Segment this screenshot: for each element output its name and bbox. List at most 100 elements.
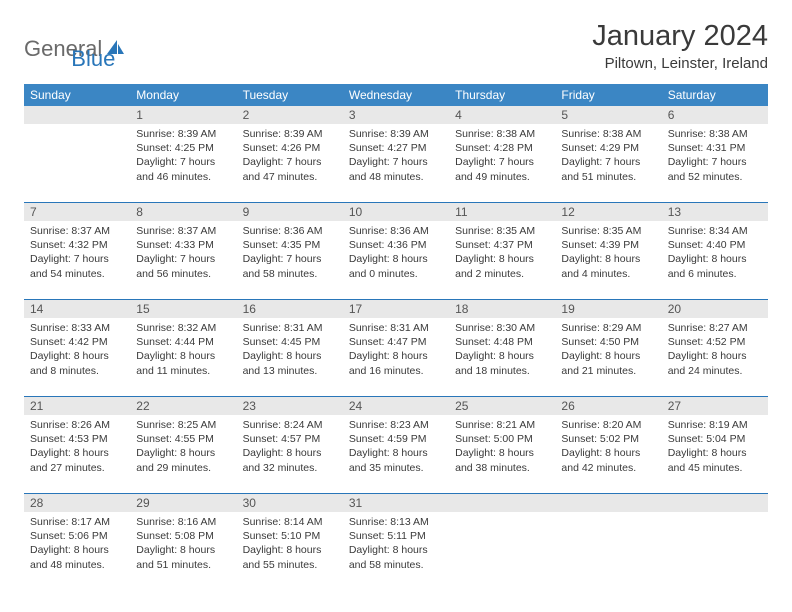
weeks-container: 123456Sunrise: 8:39 AMSunset: 4:25 PMDay… — [24, 106, 768, 590]
day-info: Sunrise: 8:36 AMSunset: 4:36 PMDaylight:… — [349, 224, 443, 281]
day-cell: Sunrise: 8:16 AMSunset: 5:08 PMDaylight:… — [130, 512, 236, 590]
sunset-text: Sunset: 5:02 PM — [561, 432, 655, 446]
day-number: 31 — [343, 494, 449, 512]
day-cell: Sunrise: 8:30 AMSunset: 4:48 PMDaylight:… — [449, 318, 555, 396]
sunset-text: Sunset: 4:33 PM — [136, 238, 230, 252]
day-cell — [449, 512, 555, 590]
day-info: Sunrise: 8:39 AMSunset: 4:26 PMDaylight:… — [243, 127, 337, 184]
day-number: 15 — [130, 300, 236, 318]
day-info: Sunrise: 8:20 AMSunset: 5:02 PMDaylight:… — [561, 418, 655, 475]
sunrise-text: Sunrise: 8:25 AM — [136, 418, 230, 432]
day-info: Sunrise: 8:30 AMSunset: 4:48 PMDaylight:… — [455, 321, 549, 378]
day-cell: Sunrise: 8:19 AMSunset: 5:04 PMDaylight:… — [662, 415, 768, 493]
day-info: Sunrise: 8:38 AMSunset: 4:29 PMDaylight:… — [561, 127, 655, 184]
sunset-text: Sunset: 5:04 PM — [668, 432, 762, 446]
sunset-text: Sunset: 4:27 PM — [349, 141, 443, 155]
day-cell: Sunrise: 8:27 AMSunset: 4:52 PMDaylight:… — [662, 318, 768, 396]
day-number: 9 — [237, 203, 343, 221]
daylight-text: Daylight: 8 hours and 4 minutes. — [561, 252, 655, 280]
daylight-text: Daylight: 8 hours and 45 minutes. — [668, 446, 762, 474]
sunrise-text: Sunrise: 8:29 AM — [561, 321, 655, 335]
day-info: Sunrise: 8:13 AMSunset: 5:11 PMDaylight:… — [349, 515, 443, 572]
day-cell: Sunrise: 8:38 AMSunset: 4:31 PMDaylight:… — [662, 124, 768, 202]
sunset-text: Sunset: 5:11 PM — [349, 529, 443, 543]
sunset-text: Sunset: 5:08 PM — [136, 529, 230, 543]
daylight-text: Daylight: 8 hours and 27 minutes. — [30, 446, 124, 474]
location: Piltown, Leinster, Ireland — [592, 55, 768, 72]
day-number: 25 — [449, 397, 555, 415]
day-number: 22 — [130, 397, 236, 415]
sunrise-text: Sunrise: 8:14 AM — [243, 515, 337, 529]
daylight-text: Daylight: 8 hours and 58 minutes. — [349, 543, 443, 571]
daylight-text: Daylight: 8 hours and 24 minutes. — [668, 349, 762, 377]
sunrise-text: Sunrise: 8:39 AM — [349, 127, 443, 141]
daylight-text: Daylight: 8 hours and 2 minutes. — [455, 252, 549, 280]
day-info: Sunrise: 8:19 AMSunset: 5:04 PMDaylight:… — [668, 418, 762, 475]
day-info: Sunrise: 8:33 AMSunset: 4:42 PMDaylight:… — [30, 321, 124, 378]
daylight-text: Daylight: 7 hours and 51 minutes. — [561, 155, 655, 183]
day-numbers-row: 14151617181920 — [24, 300, 768, 318]
day-info: Sunrise: 8:39 AMSunset: 4:27 PMDaylight:… — [349, 127, 443, 184]
sunset-text: Sunset: 4:29 PM — [561, 141, 655, 155]
sunrise-text: Sunrise: 8:38 AM — [668, 127, 762, 141]
sunrise-text: Sunrise: 8:27 AM — [668, 321, 762, 335]
day-number — [662, 494, 768, 512]
week-row: Sunrise: 8:17 AMSunset: 5:06 PMDaylight:… — [24, 512, 768, 590]
day-info: Sunrise: 8:32 AMSunset: 4:44 PMDaylight:… — [136, 321, 230, 378]
day-cell: Sunrise: 8:34 AMSunset: 4:40 PMDaylight:… — [662, 221, 768, 299]
day-number: 30 — [237, 494, 343, 512]
day-cell: Sunrise: 8:39 AMSunset: 4:26 PMDaylight:… — [237, 124, 343, 202]
day-cell: Sunrise: 8:25 AMSunset: 4:55 PMDaylight:… — [130, 415, 236, 493]
day-info: Sunrise: 8:24 AMSunset: 4:57 PMDaylight:… — [243, 418, 337, 475]
sunset-text: Sunset: 4:35 PM — [243, 238, 337, 252]
daylight-text: Daylight: 8 hours and 35 minutes. — [349, 446, 443, 474]
day-cell — [24, 124, 130, 202]
week-row: Sunrise: 8:26 AMSunset: 4:53 PMDaylight:… — [24, 415, 768, 494]
day-number: 1 — [130, 106, 236, 124]
day-info: Sunrise: 8:23 AMSunset: 4:59 PMDaylight:… — [349, 418, 443, 475]
sunrise-text: Sunrise: 8:39 AM — [243, 127, 337, 141]
day-cell: Sunrise: 8:37 AMSunset: 4:33 PMDaylight:… — [130, 221, 236, 299]
sunset-text: Sunset: 4:53 PM — [30, 432, 124, 446]
day-number: 4 — [449, 106, 555, 124]
daylight-text: Daylight: 8 hours and 16 minutes. — [349, 349, 443, 377]
day-number: 8 — [130, 203, 236, 221]
sunrise-text: Sunrise: 8:39 AM — [136, 127, 230, 141]
sunrise-text: Sunrise: 8:33 AM — [30, 321, 124, 335]
daylight-text: Daylight: 7 hours and 58 minutes. — [243, 252, 337, 280]
sunrise-text: Sunrise: 8:34 AM — [668, 224, 762, 238]
day-number: 2 — [237, 106, 343, 124]
day-number: 20 — [662, 300, 768, 318]
day-cell: Sunrise: 8:21 AMSunset: 5:00 PMDaylight:… — [449, 415, 555, 493]
sunset-text: Sunset: 4:26 PM — [243, 141, 337, 155]
title-area: January 2024 Piltown, Leinster, Ireland — [592, 20, 768, 72]
daylight-text: Daylight: 8 hours and 18 minutes. — [455, 349, 549, 377]
sunrise-text: Sunrise: 8:32 AM — [136, 321, 230, 335]
sunset-text: Sunset: 4:42 PM — [30, 335, 124, 349]
day-header-tuesday: Tuesday — [237, 84, 343, 106]
day-cell: Sunrise: 8:23 AMSunset: 4:59 PMDaylight:… — [343, 415, 449, 493]
logo-text-blue: Blue — [71, 46, 115, 72]
sunrise-text: Sunrise: 8:38 AM — [455, 127, 549, 141]
header: General Blue January 2024 Piltown, Leins… — [24, 20, 768, 72]
sunrise-text: Sunrise: 8:16 AM — [136, 515, 230, 529]
daylight-text: Daylight: 8 hours and 38 minutes. — [455, 446, 549, 474]
day-header-thursday: Thursday — [449, 84, 555, 106]
daylight-text: Daylight: 8 hours and 48 minutes. — [30, 543, 124, 571]
day-info: Sunrise: 8:26 AMSunset: 4:53 PMDaylight:… — [30, 418, 124, 475]
daylight-text: Daylight: 7 hours and 49 minutes. — [455, 155, 549, 183]
daylight-text: Daylight: 8 hours and 42 minutes. — [561, 446, 655, 474]
sunset-text: Sunset: 4:36 PM — [349, 238, 443, 252]
day-cell: Sunrise: 8:17 AMSunset: 5:06 PMDaylight:… — [24, 512, 130, 590]
daylight-text: Daylight: 7 hours and 52 minutes. — [668, 155, 762, 183]
sunrise-text: Sunrise: 8:35 AM — [455, 224, 549, 238]
day-cell: Sunrise: 8:37 AMSunset: 4:32 PMDaylight:… — [24, 221, 130, 299]
sunrise-text: Sunrise: 8:26 AM — [30, 418, 124, 432]
sunset-text: Sunset: 4:28 PM — [455, 141, 549, 155]
day-number: 19 — [555, 300, 661, 318]
day-info: Sunrise: 8:34 AMSunset: 4:40 PMDaylight:… — [668, 224, 762, 281]
sunset-text: Sunset: 4:50 PM — [561, 335, 655, 349]
daylight-text: Daylight: 7 hours and 54 minutes. — [30, 252, 124, 280]
day-info: Sunrise: 8:27 AMSunset: 4:52 PMDaylight:… — [668, 321, 762, 378]
daylight-text: Daylight: 7 hours and 56 minutes. — [136, 252, 230, 280]
